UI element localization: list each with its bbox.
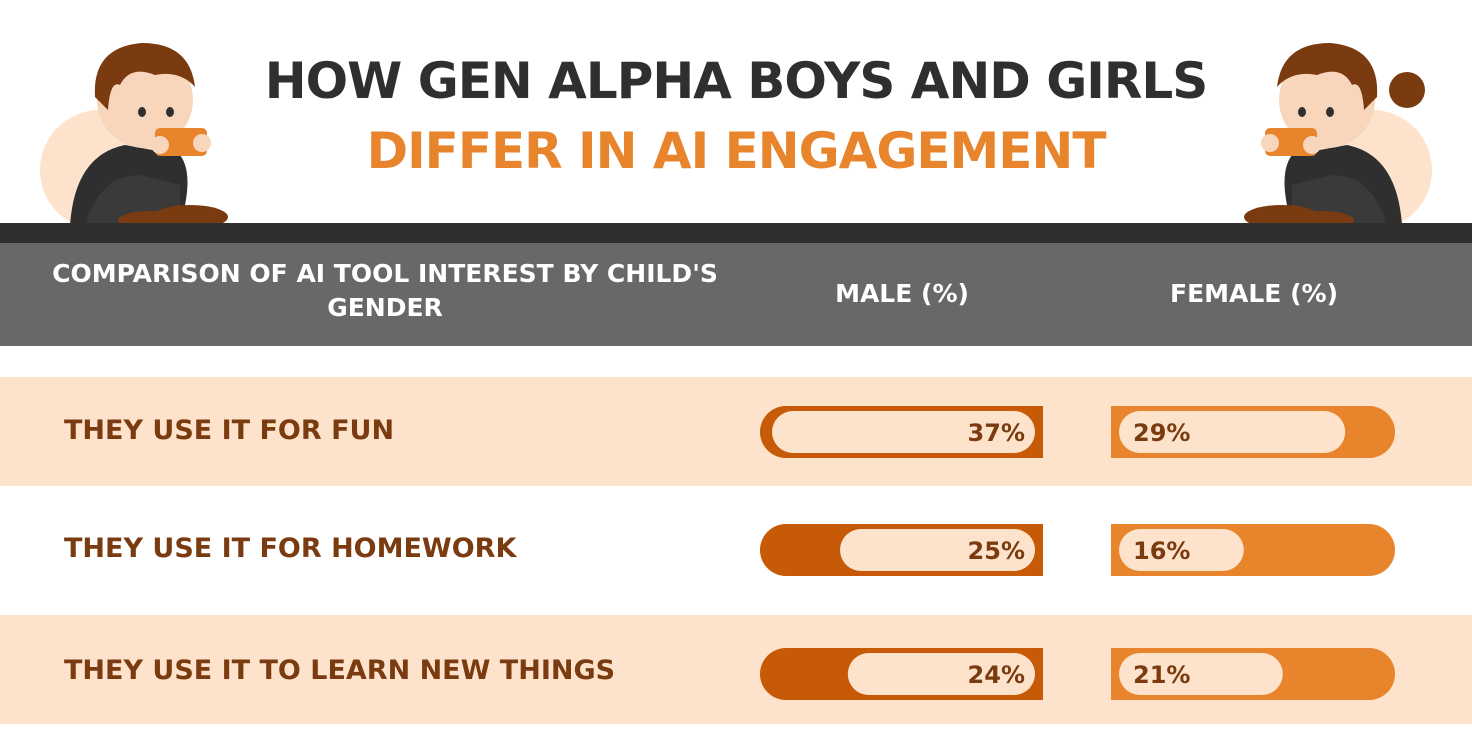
row-label: THEY USE IT FOR HOMEWORK	[64, 533, 517, 564]
female-value-label: 21%	[1133, 661, 1190, 689]
row-label: THEY USE IT FOR FUN	[64, 415, 395, 446]
female-value-pill	[1119, 653, 1283, 695]
header-top-rule	[0, 223, 1472, 243]
female-value-label: 29%	[1133, 419, 1190, 447]
column-header-male: MALE (%)	[835, 279, 969, 308]
male-value-pill	[847, 653, 1035, 695]
row-label: THEY USE IT TO LEARN NEW THINGS	[64, 655, 616, 686]
male-value-label: 37%	[968, 419, 1025, 447]
girl-with-phone-illustration	[1244, 43, 1432, 230]
male-value-pill	[772, 411, 1035, 453]
female-value-pill	[1119, 411, 1346, 453]
title-line-2: DIFFER IN AI ENGAGEMENT	[366, 122, 1107, 180]
male-value-label: 24%	[968, 661, 1025, 689]
column-header-female: FEMALE (%)	[1170, 279, 1338, 308]
male-value-label: 25%	[968, 537, 1025, 565]
column-header-category: COMPARISON OF AI TOOL INTEREST BY CHILD'…	[52, 259, 718, 322]
title-line-1: HOW GEN ALPHA BOYS AND GIRLS	[264, 52, 1208, 110]
table-header: COMPARISON OF AI TOOL INTEREST BY CHILD'…	[0, 243, 1472, 346]
female-value-label: 16%	[1133, 537, 1190, 565]
female-value-pill	[1119, 529, 1244, 571]
male-value-pill	[840, 529, 1035, 571]
